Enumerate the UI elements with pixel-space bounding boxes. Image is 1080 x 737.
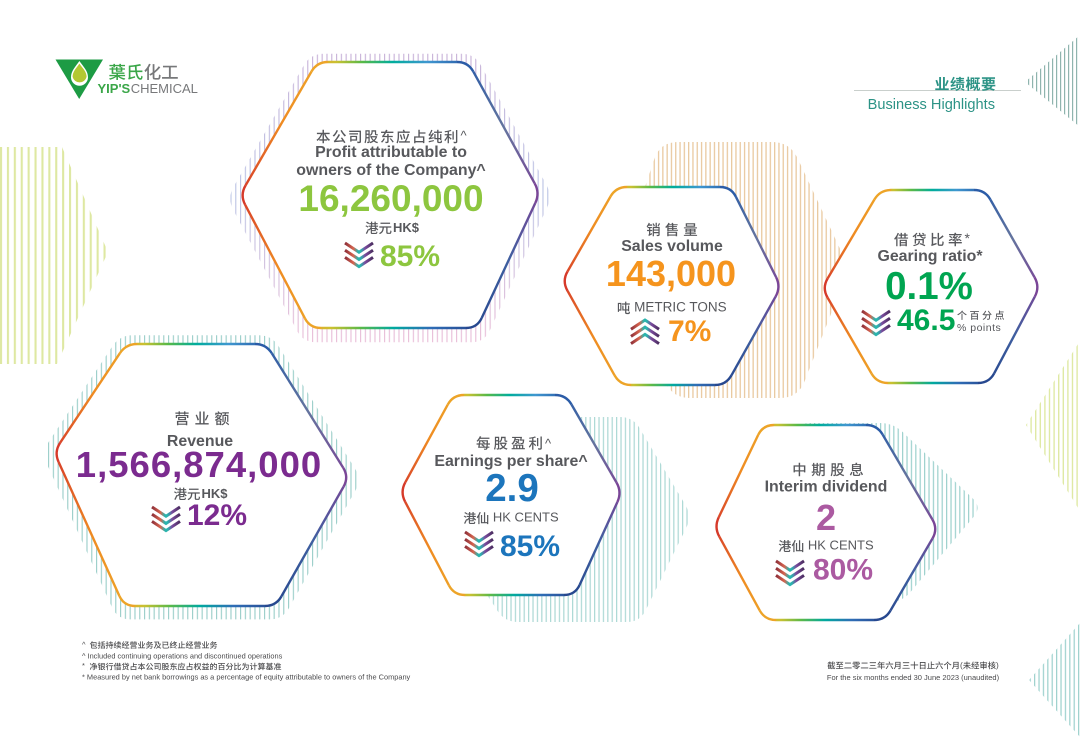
svg-text:owners of the Company^: owners of the Company^ (296, 162, 485, 179)
svg-text:METRIC TONS: METRIC TONS (634, 300, 727, 315)
svg-text:*: * (82, 661, 85, 670)
svg-text:^: ^ (82, 640, 86, 649)
svg-text:1,566,874,000: 1,566,874,000 (76, 444, 322, 485)
svg-text:*: * (965, 230, 971, 246)
svg-text:For the six months ended 30 Ju: For the six months ended 30 June 2023 (u… (827, 673, 1000, 682)
svg-text:Profit attributable to: Profit attributable to (315, 144, 467, 161)
svg-text:HK$: HK$ (202, 486, 229, 501)
svg-text:YIP'S: YIP'S (98, 81, 131, 96)
svg-text:46.5: 46.5 (897, 304, 955, 337)
svg-text:% points: % points (957, 322, 1001, 334)
svg-text:^ Included continuing operatio: ^ Included continuing operations and dis… (82, 652, 283, 661)
svg-text:0.1%: 0.1% (885, 265, 973, 308)
svg-text:85%: 85% (380, 240, 440, 273)
svg-text:Gearing ratio*: Gearing ratio* (877, 248, 983, 265)
svg-text:2.9: 2.9 (485, 467, 539, 510)
svg-text:^: ^ (545, 436, 552, 451)
svg-text:143,000: 143,000 (606, 253, 736, 294)
svg-text:CHEMICAL: CHEMICAL (131, 81, 198, 96)
svg-text:85%: 85% (500, 530, 560, 563)
svg-text:2: 2 (816, 497, 836, 538)
svg-text:HK$: HK$ (393, 220, 420, 235)
svg-text:Sales volume: Sales volume (621, 238, 723, 255)
svg-text:Revenue: Revenue (167, 433, 233, 450)
svg-text:12%: 12% (187, 499, 247, 532)
svg-text:Interim dividend: Interim dividend (765, 479, 888, 496)
svg-text:): ) (996, 660, 999, 670)
svg-text:Business Highlights: Business Highlights (868, 97, 995, 113)
svg-text:HK CENTS: HK CENTS (493, 510, 559, 525)
svg-text:16,260,000: 16,260,000 (298, 178, 483, 219)
svg-text:(: ( (960, 660, 963, 670)
svg-text:^: ^ (461, 128, 468, 143)
svg-text:* Measured by net bank borrowi: * Measured by net bank borrowings as a p… (82, 673, 411, 682)
svg-text:80%: 80% (813, 554, 873, 587)
svg-text:7%: 7% (668, 315, 711, 348)
svg-text:Earnings per share^: Earnings per share^ (434, 453, 587, 470)
svg-text:HK CENTS: HK CENTS (808, 538, 874, 553)
